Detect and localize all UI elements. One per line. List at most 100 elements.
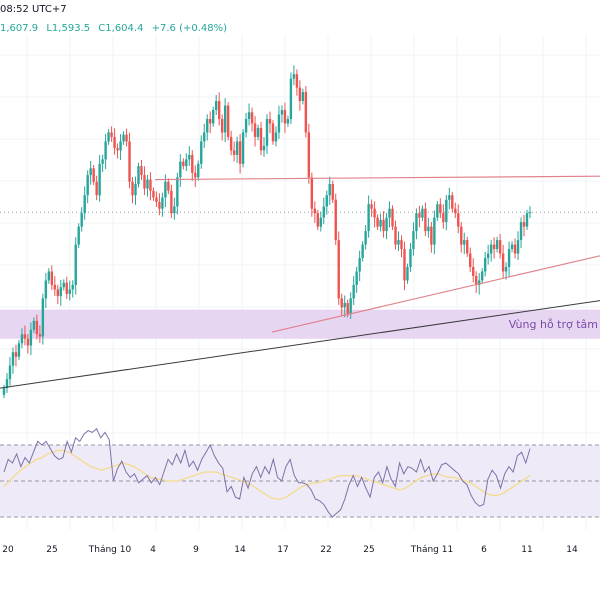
candle-body bbox=[469, 253, 472, 267]
candle-body bbox=[206, 119, 209, 133]
candle-body bbox=[522, 222, 526, 227]
candle-body bbox=[53, 284, 57, 290]
candle-body bbox=[44, 280, 48, 299]
rsi-line bbox=[3, 427, 531, 518]
candle-body bbox=[343, 302, 346, 308]
candle-body bbox=[445, 199, 448, 223]
candle-body bbox=[41, 298, 45, 337]
candle-body bbox=[259, 127, 263, 151]
candle-body bbox=[406, 267, 409, 281]
candle-body bbox=[370, 204, 373, 209]
x-tick-label: 20 bbox=[2, 545, 14, 555]
candle-body bbox=[59, 287, 62, 297]
candle-body bbox=[480, 271, 484, 281]
candle-body bbox=[403, 249, 406, 281]
candle-body bbox=[158, 201, 161, 209]
candle-body bbox=[173, 206, 176, 214]
candle-body bbox=[119, 141, 122, 151]
candle-body bbox=[74, 244, 77, 285]
candle-body bbox=[179, 161, 182, 178]
candle-body bbox=[241, 132, 245, 164]
candle-body bbox=[80, 213, 83, 227]
candle-body bbox=[328, 184, 331, 196]
candle-body bbox=[170, 190, 173, 214]
candle-body bbox=[140, 166, 143, 176]
candle-body bbox=[516, 240, 520, 254]
candle-body bbox=[525, 213, 529, 227]
candle-body bbox=[26, 338, 30, 346]
candle-body bbox=[65, 282, 68, 294]
candle-body bbox=[152, 190, 155, 198]
candle-body bbox=[11, 352, 15, 366]
candle-body bbox=[226, 105, 230, 137]
candle-body bbox=[346, 302, 349, 315]
candle-body bbox=[421, 208, 424, 218]
candle-body bbox=[47, 271, 51, 281]
candle-body bbox=[274, 132, 278, 142]
candle-body bbox=[271, 123, 275, 142]
candle-body bbox=[188, 154, 191, 160]
candle-body bbox=[155, 197, 158, 202]
candle-body bbox=[289, 78, 293, 119]
candle-body bbox=[247, 112, 251, 119]
chart-timestamp: 08:52 UTC+7 bbox=[0, 4, 67, 15]
candle-body bbox=[325, 195, 328, 207]
candle-body bbox=[220, 119, 224, 133]
x-tick-label: 4 bbox=[150, 545, 156, 555]
rsi-ma-line bbox=[3, 449, 531, 500]
candle-body bbox=[17, 343, 21, 357]
x-tick-label: 22 bbox=[320, 545, 331, 555]
candle-body bbox=[265, 119, 269, 146]
candle-body bbox=[223, 105, 227, 133]
candle-body bbox=[5, 379, 9, 389]
candle-body bbox=[442, 213, 445, 223]
candle-body bbox=[200, 141, 203, 164]
candle-body bbox=[307, 132, 311, 178]
candle-body bbox=[427, 226, 430, 232]
candle-body bbox=[68, 289, 71, 294]
candle-body bbox=[448, 195, 451, 200]
ohlc-high: 1,607.9 bbox=[0, 23, 39, 34]
candle-body bbox=[176, 177, 179, 207]
candle-body bbox=[498, 240, 502, 254]
candle-body bbox=[394, 226, 397, 245]
candle-body bbox=[77, 226, 80, 245]
candle-body bbox=[391, 208, 394, 227]
candle-body bbox=[194, 172, 197, 178]
candle-body bbox=[98, 163, 101, 196]
candle-body bbox=[250, 112, 254, 124]
candle-body bbox=[125, 134, 128, 142]
candle-body bbox=[424, 208, 427, 232]
candle-body bbox=[334, 199, 337, 241]
x-tick-label: 6 bbox=[481, 545, 487, 555]
candle-body bbox=[418, 213, 421, 218]
candle-body bbox=[161, 197, 164, 209]
x-tick-label: 14 bbox=[566, 545, 578, 555]
candle-body bbox=[388, 208, 391, 218]
trendline-black[interactable] bbox=[0, 300, 600, 389]
candle-body bbox=[71, 284, 74, 290]
candle-body bbox=[489, 244, 493, 254]
candle-body bbox=[340, 298, 343, 308]
candle-body bbox=[122, 134, 125, 142]
trendline-red[interactable] bbox=[271, 255, 600, 333]
candle-body bbox=[235, 141, 239, 155]
candle-body bbox=[56, 289, 59, 297]
candle-body bbox=[364, 231, 367, 245]
candle-body bbox=[32, 320, 36, 330]
candle-body bbox=[217, 101, 221, 119]
candle-body bbox=[483, 258, 487, 272]
ohlc-close: C1,604.4 bbox=[98, 23, 144, 34]
resistance-line[interactable] bbox=[154, 175, 600, 181]
candle-body bbox=[268, 119, 272, 124]
candle-body bbox=[134, 184, 137, 196]
candle-body bbox=[510, 244, 514, 250]
candle-body bbox=[433, 217, 436, 245]
candle-body bbox=[349, 298, 352, 315]
candle-body bbox=[477, 280, 481, 285]
candle-body bbox=[83, 195, 86, 214]
candle-body bbox=[238, 141, 242, 164]
rsi-band bbox=[0, 445, 600, 517]
candle-body bbox=[397, 240, 400, 245]
